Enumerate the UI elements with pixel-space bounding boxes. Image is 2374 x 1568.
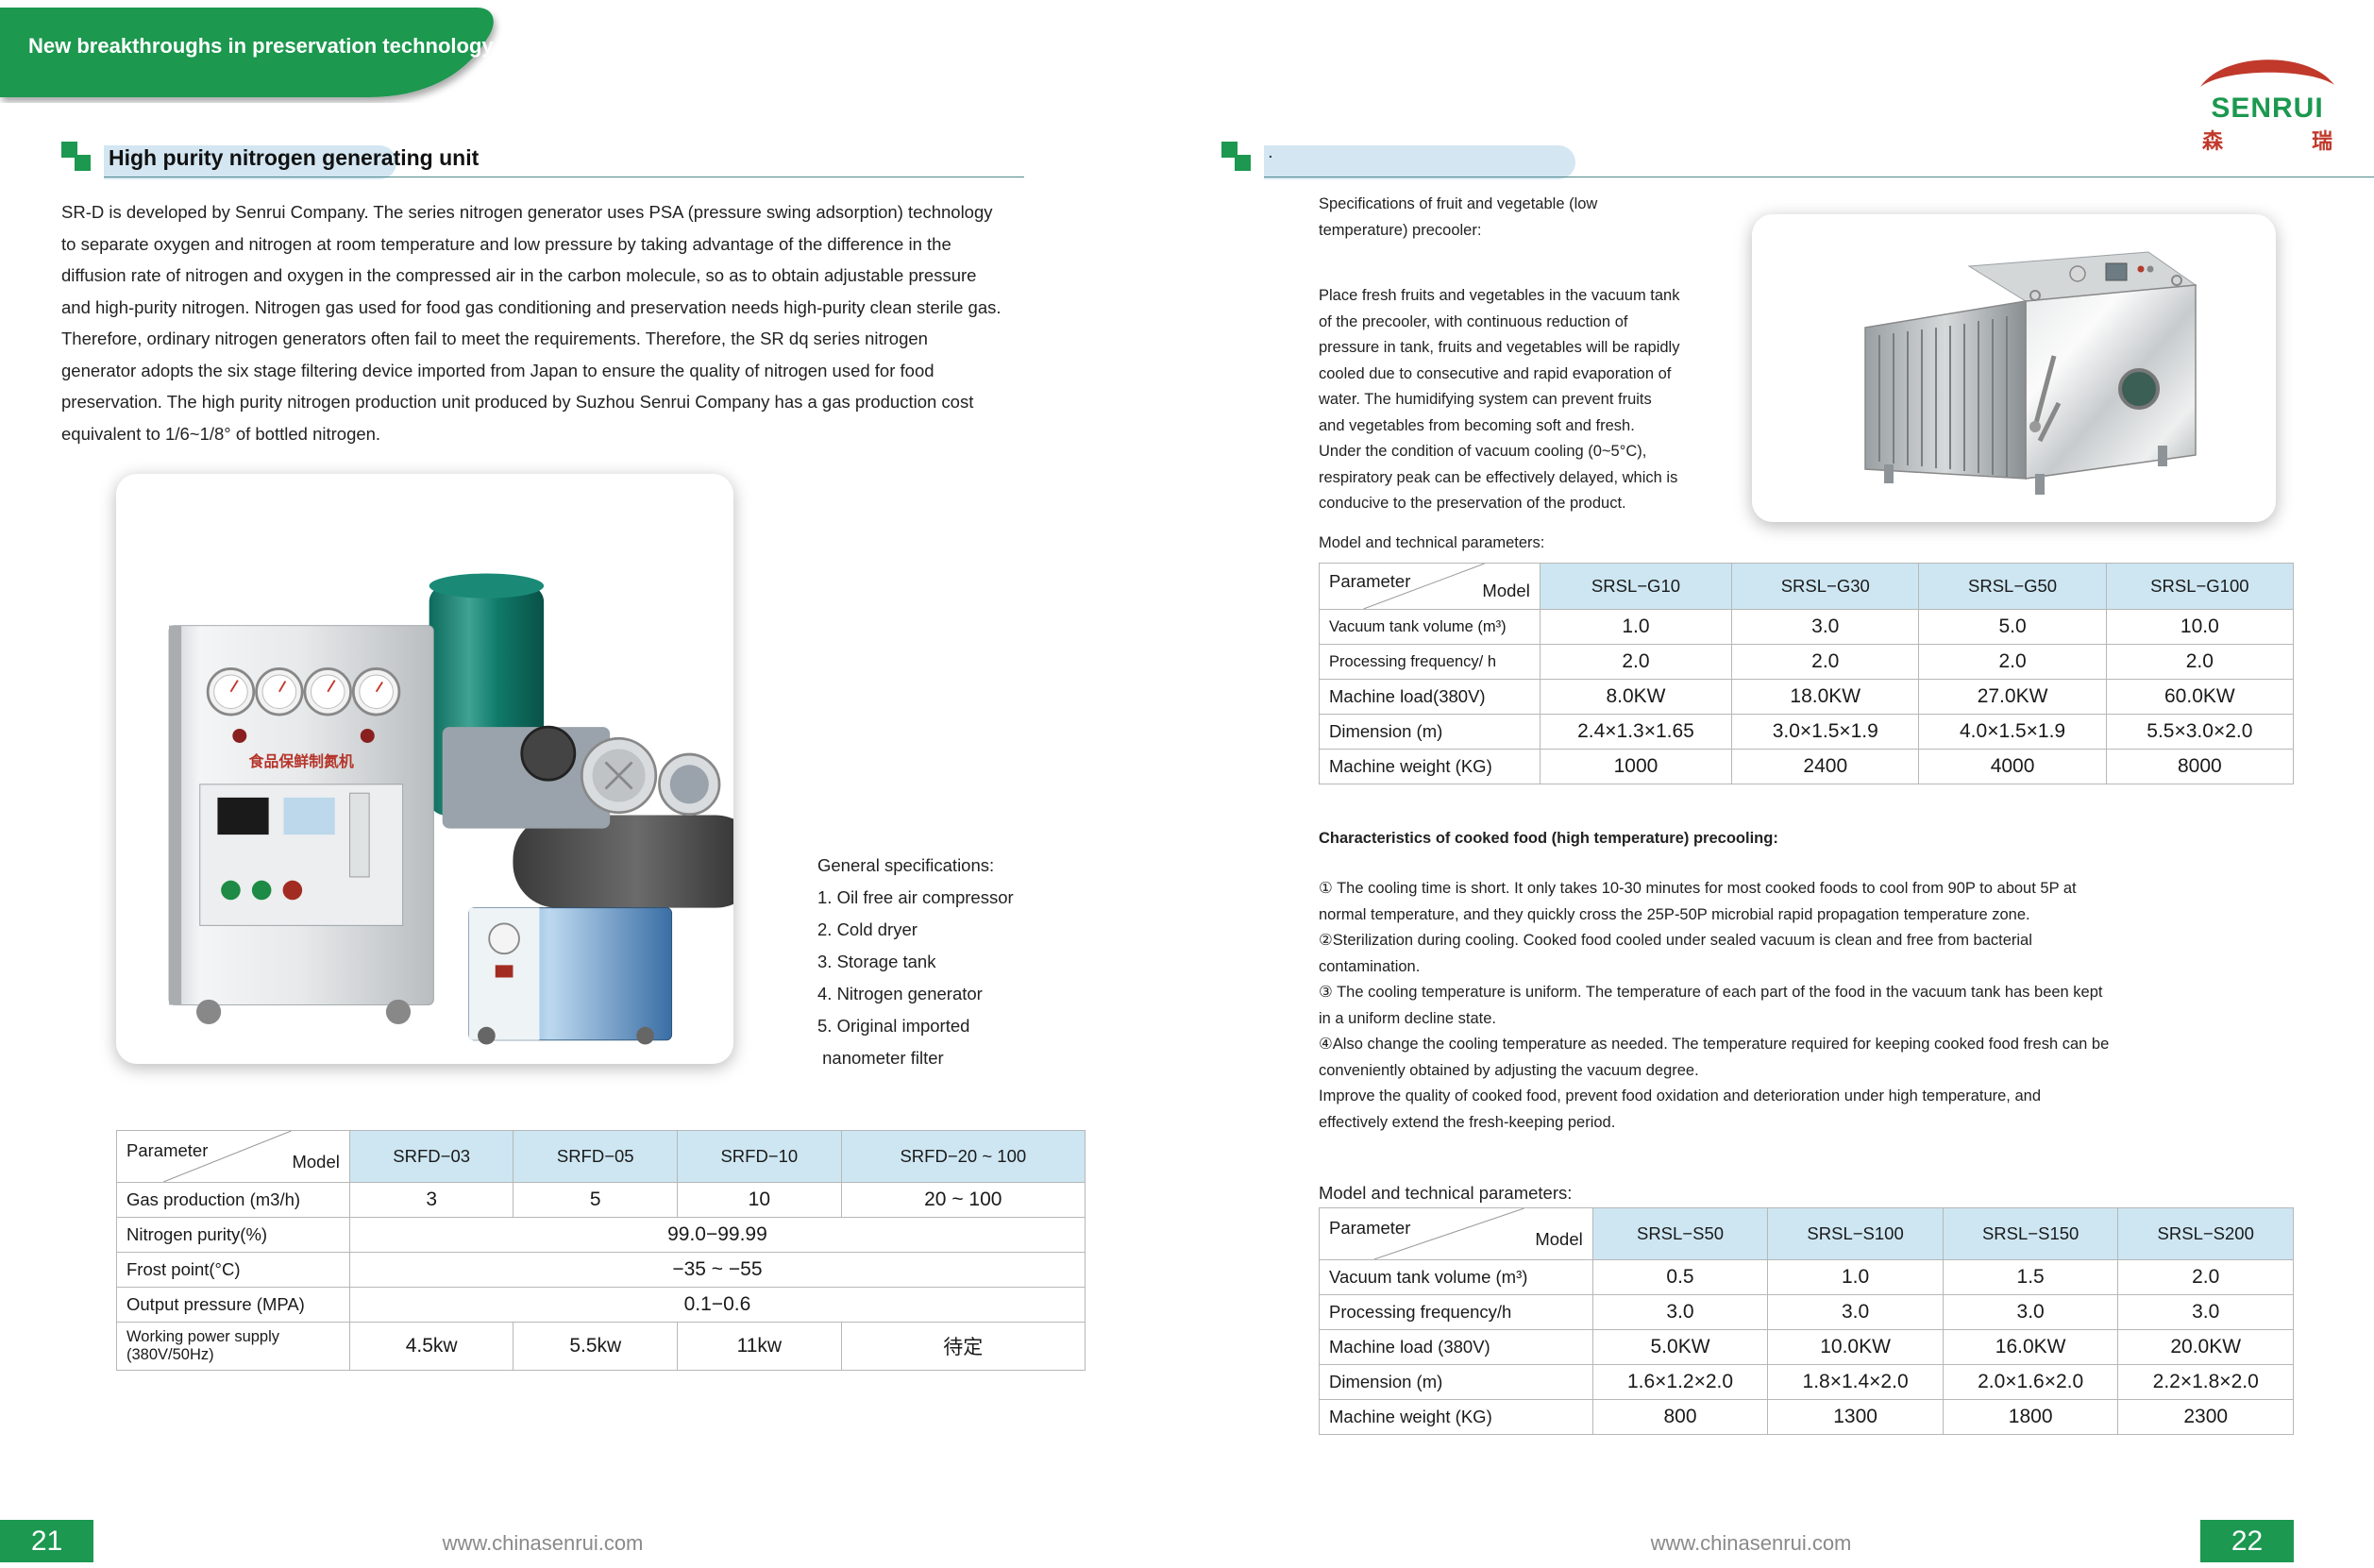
svg-text:食品保鲜制氮机: 食品保鲜制氮机 [248,752,354,770]
